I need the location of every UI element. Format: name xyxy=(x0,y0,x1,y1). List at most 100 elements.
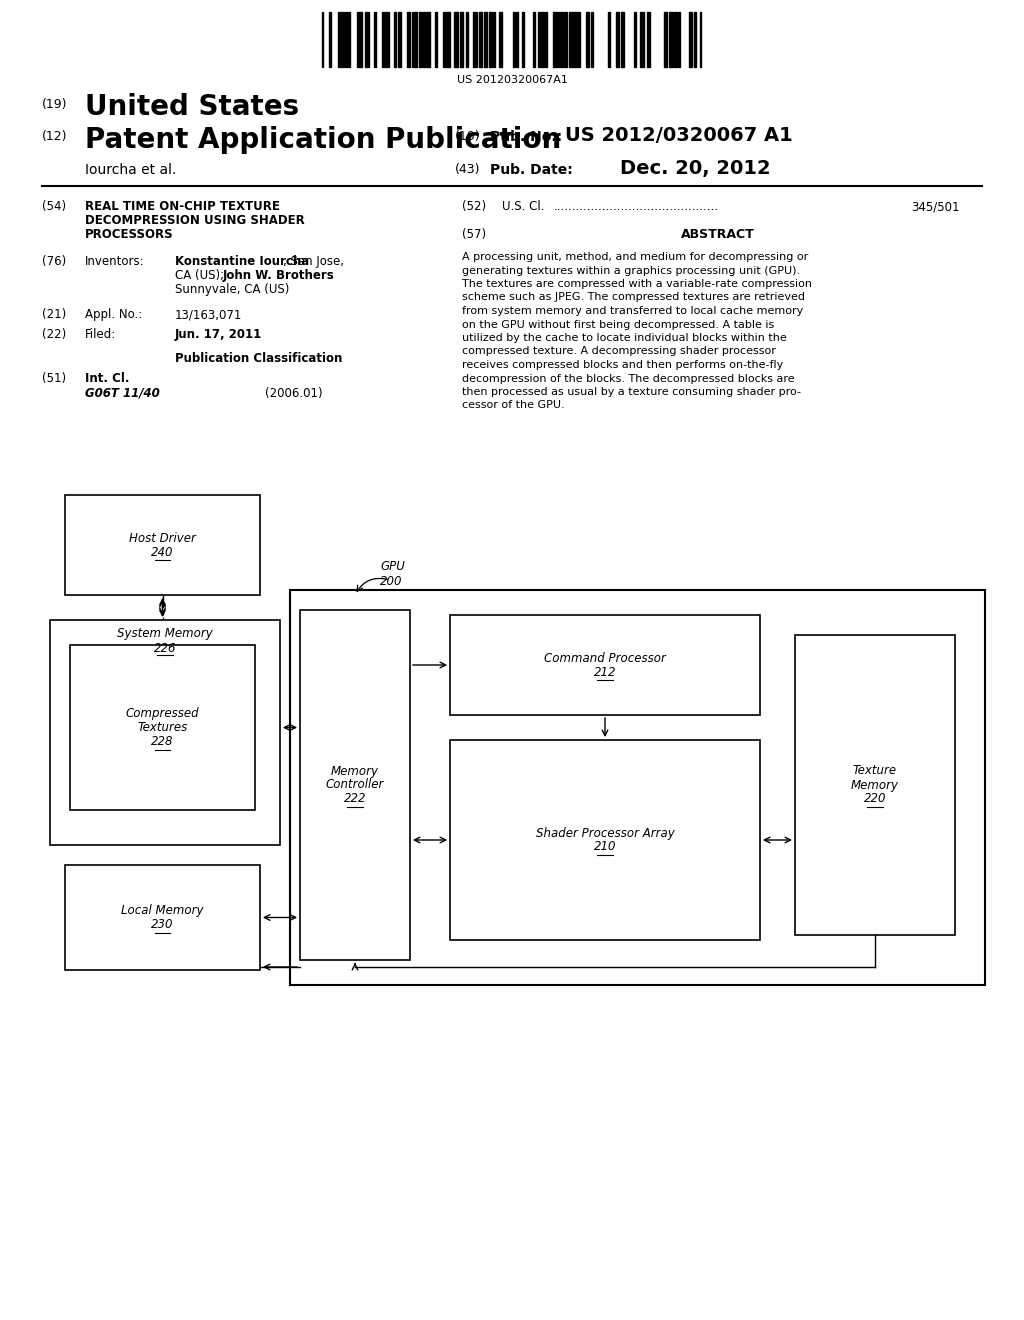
Text: generating textures within a graphics processing unit (GPU).: generating textures within a graphics pr… xyxy=(462,265,800,276)
Bar xyxy=(382,12,384,67)
Text: Shader Processor Array: Shader Processor Array xyxy=(536,826,675,840)
Bar xyxy=(450,741,760,940)
Bar xyxy=(488,12,492,67)
Text: 220: 220 xyxy=(864,792,886,805)
Bar xyxy=(568,12,572,67)
Bar xyxy=(557,12,559,67)
Text: The textures are compressed with a variable-rate compression: The textures are compressed with a varia… xyxy=(462,279,812,289)
Text: Sunnyvale, CA (US): Sunnyvale, CA (US) xyxy=(175,282,290,296)
Bar xyxy=(374,12,377,67)
Text: utilized by the cache to locate individual blocks within the: utilized by the cache to locate individu… xyxy=(462,333,786,343)
Bar xyxy=(499,12,502,67)
Bar xyxy=(322,12,324,67)
Text: 226: 226 xyxy=(154,642,176,655)
Bar xyxy=(586,12,589,67)
Bar xyxy=(679,12,680,67)
Text: Memory: Memory xyxy=(851,779,899,792)
Text: cessor of the GPU.: cessor of the GPU. xyxy=(462,400,564,411)
Text: Command Processor: Command Processor xyxy=(544,652,666,664)
Text: DECOMPRESSION USING SHADER: DECOMPRESSION USING SHADER xyxy=(85,214,305,227)
Bar xyxy=(343,12,344,67)
Text: 222: 222 xyxy=(344,792,367,805)
Text: 230: 230 xyxy=(152,917,174,931)
Bar xyxy=(423,12,425,67)
Text: Publication Classification: Publication Classification xyxy=(175,352,342,366)
Text: (51): (51) xyxy=(42,372,67,385)
Text: Pub. Date:: Pub. Date: xyxy=(490,162,572,177)
Bar xyxy=(359,12,360,67)
Text: decompression of the blocks. The decompressed blocks are: decompression of the blocks. The decompr… xyxy=(462,374,795,384)
Bar xyxy=(795,635,955,935)
Bar xyxy=(450,615,760,715)
Text: ............................................: ........................................… xyxy=(554,201,719,213)
Text: REAL TIME ON-CHIP TEXTURE: REAL TIME ON-CHIP TEXTURE xyxy=(85,201,280,213)
Bar xyxy=(348,12,350,67)
Bar xyxy=(642,12,644,67)
Text: US 20120320067A1: US 20120320067A1 xyxy=(457,75,567,84)
Text: Local Memory: Local Memory xyxy=(121,904,204,917)
Text: U.S. Cl.: U.S. Cl. xyxy=(502,201,545,213)
Bar xyxy=(461,12,463,67)
Bar xyxy=(361,12,362,67)
Text: (52): (52) xyxy=(462,201,486,213)
Bar xyxy=(366,12,367,67)
Text: Host Driver: Host Driver xyxy=(129,532,196,544)
Text: (43): (43) xyxy=(455,162,480,176)
Text: A processing unit, method, and medium for decompressing or: A processing unit, method, and medium fo… xyxy=(462,252,808,261)
Bar xyxy=(466,12,468,67)
Bar xyxy=(444,12,446,67)
Bar xyxy=(479,12,482,67)
Bar xyxy=(340,12,342,67)
Bar xyxy=(699,12,701,67)
Bar xyxy=(559,12,563,67)
Text: PROCESSORS: PROCESSORS xyxy=(85,228,174,242)
Text: Filed:: Filed: xyxy=(85,327,117,341)
Text: (21): (21) xyxy=(42,308,67,321)
Bar xyxy=(538,12,540,67)
Text: G06T 11/40: G06T 11/40 xyxy=(85,387,160,400)
Text: (54): (54) xyxy=(42,201,67,213)
Text: (57): (57) xyxy=(462,228,486,242)
Bar xyxy=(435,12,437,67)
Bar xyxy=(635,12,636,67)
Text: 13/163,071: 13/163,071 xyxy=(175,308,243,321)
Bar xyxy=(407,12,410,67)
Text: Compressed: Compressed xyxy=(126,708,200,719)
Bar xyxy=(540,12,543,67)
Bar xyxy=(357,12,358,67)
Bar xyxy=(50,620,280,845)
Text: , San Jose,: , San Jose, xyxy=(283,255,344,268)
Bar xyxy=(647,12,650,67)
Bar xyxy=(544,12,547,67)
Bar xyxy=(564,12,567,67)
Text: GPU: GPU xyxy=(380,560,404,573)
Text: Pub. No.:: Pub. No.: xyxy=(490,129,562,144)
Bar xyxy=(329,12,332,67)
Bar xyxy=(675,12,677,67)
Bar xyxy=(522,12,524,67)
Text: 212: 212 xyxy=(594,665,616,678)
Bar xyxy=(607,12,610,67)
Text: 200: 200 xyxy=(380,576,402,587)
Bar xyxy=(484,12,487,67)
Bar xyxy=(65,865,260,970)
Text: Controller: Controller xyxy=(326,779,384,792)
Bar xyxy=(443,12,444,67)
Bar xyxy=(385,12,389,67)
Text: Dec. 20, 2012: Dec. 20, 2012 xyxy=(620,158,771,178)
Bar xyxy=(669,12,670,67)
Text: Jun. 17, 2011: Jun. 17, 2011 xyxy=(175,327,262,341)
Bar xyxy=(591,12,593,67)
Bar xyxy=(671,12,673,67)
Text: System Memory: System Memory xyxy=(117,627,213,640)
Bar xyxy=(513,12,515,67)
Text: CA (US);: CA (US); xyxy=(175,269,228,282)
Bar xyxy=(345,12,347,67)
Bar xyxy=(338,12,339,67)
Bar xyxy=(397,12,401,67)
Text: US 2012/0320067 A1: US 2012/0320067 A1 xyxy=(565,125,793,145)
Text: 240: 240 xyxy=(152,545,174,558)
Text: Appl. No.:: Appl. No.: xyxy=(85,308,142,321)
Bar xyxy=(615,12,620,67)
Text: (19): (19) xyxy=(42,98,68,111)
